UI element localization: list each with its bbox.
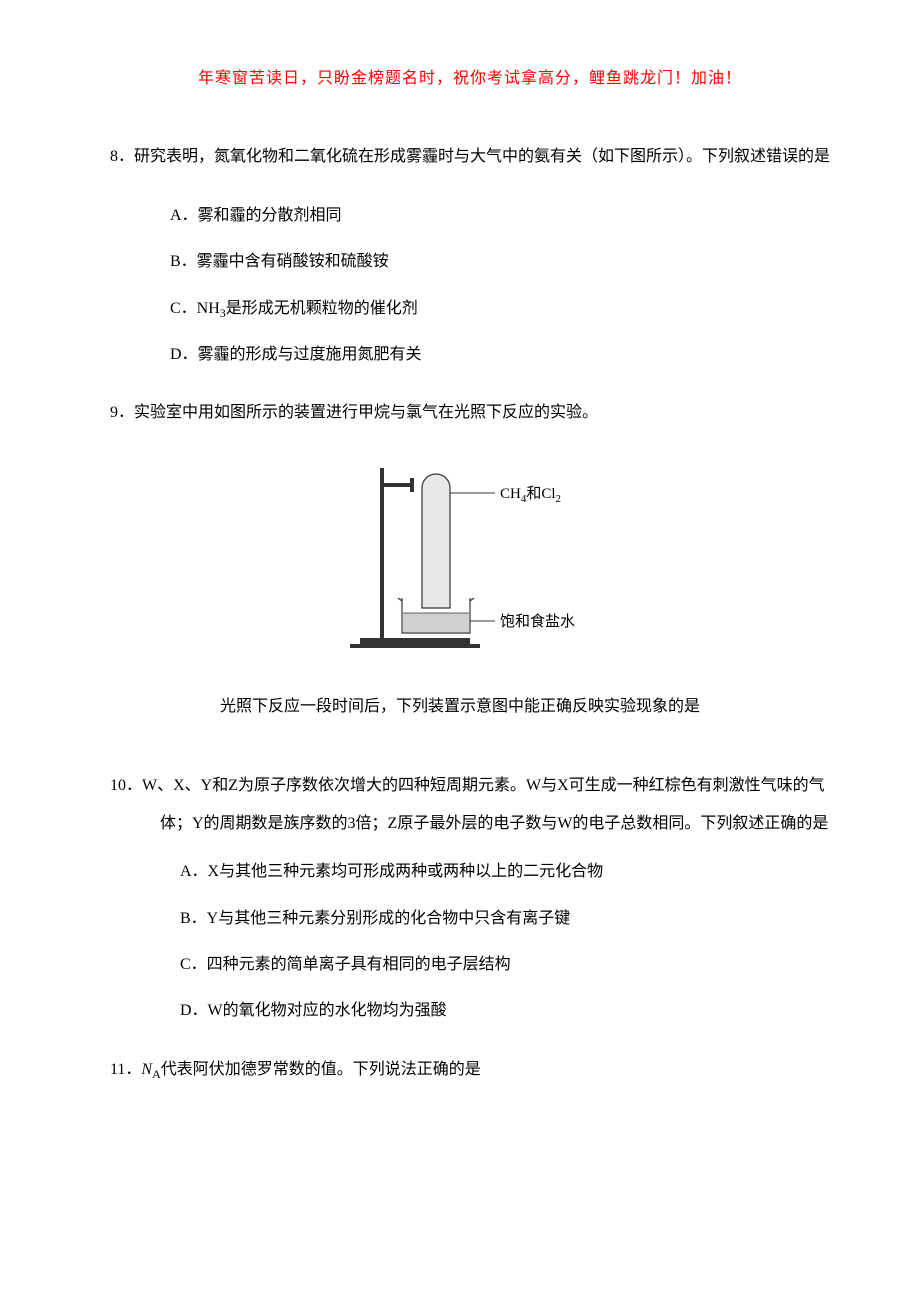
q10-option-d: D．W的氧化物对应的水化物均为强酸 (180, 992, 830, 1030)
q10-option-b: B．Y与其他三种元素分别形成的化合物中只含有离子键 (180, 900, 830, 938)
q10-option-a: A．X与其他三种元素均可形成两种或两种以上的二元化合物 (180, 853, 830, 891)
fig-label-ch4: CH (500, 486, 521, 502)
q8-c-pre: C．NH (170, 300, 220, 317)
q8-option-a: A．雾和霾的分散剂相同 (170, 197, 830, 235)
q11-na-sub: A (152, 1067, 161, 1081)
q9-caption: 光照下反应一段时间后，下列装置示意图中能正确反映实验现象的是 (110, 688, 830, 726)
q9-stem: 9．实验室中用如图所示的装置进行甲烷与氯气在光照下反应的实验。 (110, 394, 830, 432)
q8-option-b: B．雾霾中含有硝酸铵和硫酸铵 (170, 243, 830, 281)
q8-option-c: C．NH3是形成无机颗粒物的催化剂 (170, 290, 830, 328)
q9-figure: CH4和Cl2 饱和食盐水 (110, 453, 830, 668)
q8-stem: 8．研究表明，氮氧化物和二氧化硫在形成雾霾时与大气中的氨有关（如下图所示）。下列… (110, 138, 830, 176)
q8-c-post: 是形成无机颗粒物的催化剂 (226, 300, 418, 317)
header-motivation: 年寒窗苦读日，只盼金榜题名时，祝你考试拿高分，鲤鱼跳龙门！加油！ (110, 60, 830, 98)
q10-options: A．X与其他三种元素均可形成两种或两种以上的二元化合物 B．Y与其他三种元素分别… (110, 853, 830, 1031)
apparatus-diagram: CH4和Cl2 饱和食盐水 (310, 453, 630, 653)
document-page: 年寒窗苦读日，只盼金榜题名时，祝你考试拿高分，鲤鱼跳龙门！加油！ 8．研究表明，… (0, 0, 920, 1169)
q11-stem: 11．NA代表阿伏加德罗常数的值。下列说法正确的是 (110, 1051, 830, 1089)
q10-stem: 10．W、X、Y和Z为原子序数依次增大的四种短周期元素。W与X可生成一种红棕色有… (110, 767, 830, 844)
q11-na-symbol: N (141, 1061, 152, 1078)
q8-option-d: D．雾霾的形成与过度施用氮肥有关 (170, 336, 830, 374)
q11-stem-post: 代表阿伏加德罗常数的值。下列说法正确的是 (161, 1061, 481, 1078)
fig-label-nacl: 饱和食盐水 (500, 613, 575, 630)
q10-option-c: C．四种元素的简单离子具有相同的电子层结构 (180, 946, 830, 984)
q8-options: A．雾和霾的分散剂相同 B．雾霾中含有硝酸铵和硫酸铵 C．NH3是形成无机颗粒物… (110, 197, 830, 375)
svg-text:CH4和Cl2: CH4和Cl2 (500, 485, 561, 505)
